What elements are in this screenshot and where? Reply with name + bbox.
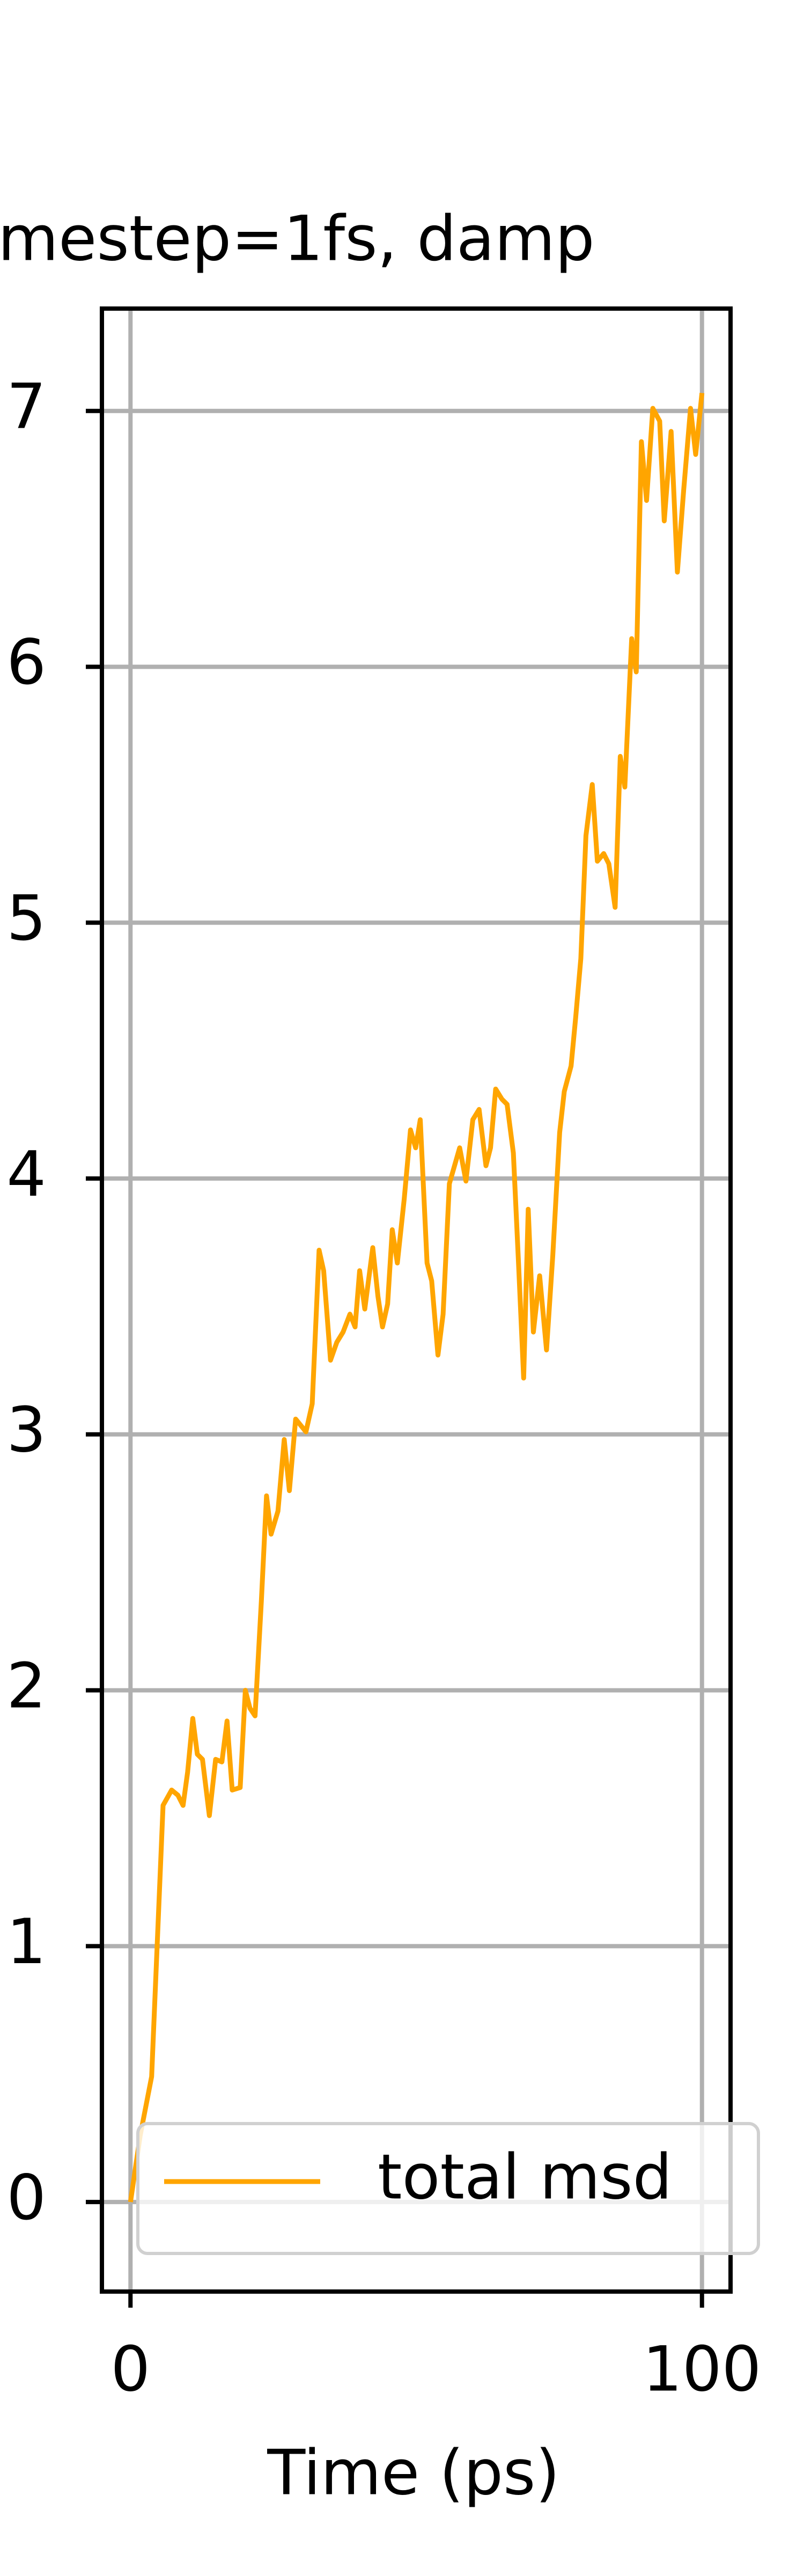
y-tick-label: 6	[6, 626, 46, 699]
legend-label: total msd	[378, 2141, 672, 2214]
chart-title: mestep=1fs, damp	[0, 203, 595, 275]
y-tick-label: 5	[6, 882, 46, 955]
y-tick-label: 2	[6, 1650, 46, 1722]
y-tick-label: 3	[6, 1394, 46, 1467]
y-tick-label: 7	[6, 370, 46, 443]
y-tick-label: 4	[6, 1138, 46, 1211]
axes-frame	[100, 306, 733, 2294]
y-tick-label: 0	[6, 2162, 46, 2234]
x-axis-label: Time (ps)	[267, 2437, 559, 2509]
x-tick-label: 0	[110, 2333, 150, 2406]
data-line	[128, 392, 705, 2202]
y-tick-label: 1	[6, 1906, 46, 1978]
legend-box	[136, 2122, 760, 2255]
x-tick-label: 100	[643, 2333, 761, 2406]
